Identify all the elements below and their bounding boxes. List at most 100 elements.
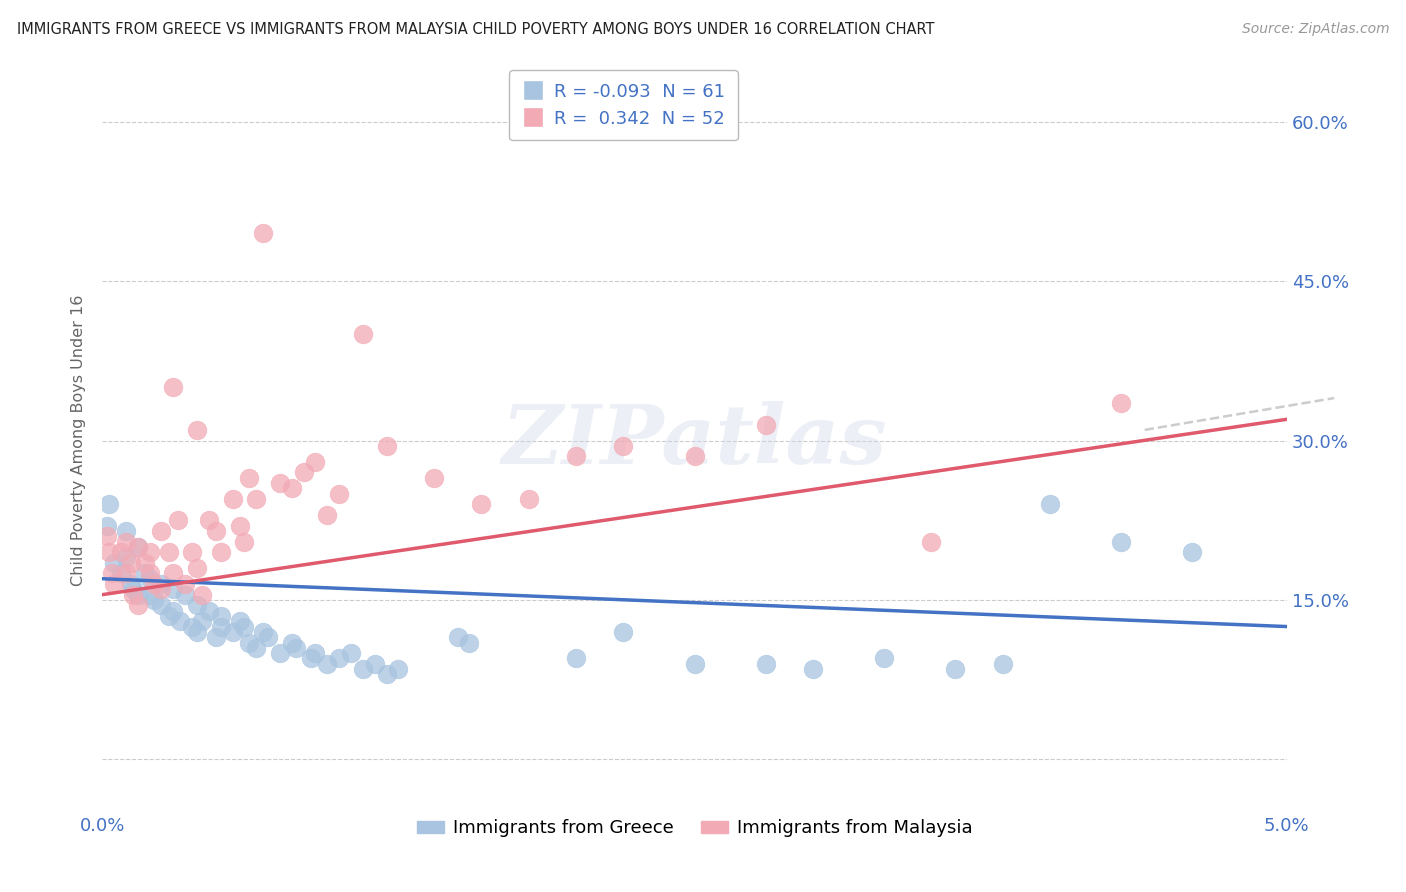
Point	[167, 513, 190, 527]
Point	[612, 439, 634, 453]
Point	[352, 327, 374, 342]
Point	[205, 630, 228, 644]
Point	[150, 582, 173, 597]
Point	[157, 545, 180, 559]
Point	[1109, 396, 1132, 410]
Point	[110, 545, 132, 559]
Point	[238, 635, 260, 649]
Point	[238, 471, 260, 485]
Point	[186, 624, 208, 639]
Point	[1181, 545, 1204, 559]
Point	[565, 450, 588, 464]
Point	[103, 556, 125, 570]
Point	[150, 524, 173, 538]
Point	[683, 450, 706, 464]
Point	[423, 471, 446, 485]
Point	[316, 508, 339, 522]
Point	[363, 657, 385, 671]
Point	[100, 566, 122, 581]
Point	[517, 491, 540, 506]
Point	[110, 566, 132, 581]
Point	[285, 640, 308, 655]
Point	[162, 566, 184, 581]
Point	[269, 476, 291, 491]
Point	[209, 545, 232, 559]
Point	[1109, 534, 1132, 549]
Point	[252, 227, 274, 241]
Point	[96, 529, 118, 543]
Point	[328, 651, 350, 665]
Point	[446, 630, 468, 644]
Legend: Immigrants from Greece, Immigrants from Malaysia: Immigrants from Greece, Immigrants from …	[409, 812, 980, 845]
Point	[304, 455, 326, 469]
Point	[150, 599, 173, 613]
Point	[143, 577, 166, 591]
Point	[205, 524, 228, 538]
Point	[122, 582, 145, 597]
Point	[120, 556, 142, 570]
Point	[228, 614, 250, 628]
Point	[162, 380, 184, 394]
Point	[115, 566, 138, 581]
Point	[157, 609, 180, 624]
Point	[103, 577, 125, 591]
Point	[873, 651, 896, 665]
Point	[269, 646, 291, 660]
Point	[565, 651, 588, 665]
Point	[375, 439, 398, 453]
Point	[233, 619, 256, 633]
Point	[304, 646, 326, 660]
Point	[209, 619, 232, 633]
Point	[801, 662, 824, 676]
Point	[181, 619, 204, 633]
Point	[122, 588, 145, 602]
Point	[186, 561, 208, 575]
Point	[991, 657, 1014, 671]
Point	[98, 497, 121, 511]
Point	[120, 577, 142, 591]
Point	[352, 662, 374, 676]
Point	[181, 545, 204, 559]
Point	[943, 662, 966, 676]
Point	[138, 566, 160, 581]
Point	[115, 550, 138, 565]
Point	[755, 657, 778, 671]
Point	[1039, 497, 1062, 511]
Point	[138, 545, 160, 559]
Point	[134, 556, 156, 570]
Text: Source: ZipAtlas.com: Source: ZipAtlas.com	[1241, 22, 1389, 37]
Point	[115, 524, 138, 538]
Point	[221, 624, 243, 639]
Point	[233, 534, 256, 549]
Point	[683, 657, 706, 671]
Point	[174, 588, 197, 602]
Point	[134, 566, 156, 581]
Text: ZIPatlas: ZIPatlas	[502, 401, 887, 481]
Point	[98, 545, 121, 559]
Point	[387, 662, 409, 676]
Point	[299, 651, 322, 665]
Point	[186, 599, 208, 613]
Point	[162, 604, 184, 618]
Point	[281, 635, 304, 649]
Point	[190, 588, 212, 602]
Point	[150, 577, 173, 591]
Point	[470, 497, 492, 511]
Point	[209, 609, 232, 624]
Point	[127, 540, 149, 554]
Point	[328, 486, 350, 500]
Point	[186, 423, 208, 437]
Point	[755, 417, 778, 432]
Point	[138, 572, 160, 586]
Point	[221, 491, 243, 506]
Point	[143, 593, 166, 607]
Point	[340, 646, 363, 660]
Point	[115, 534, 138, 549]
Point	[169, 614, 191, 628]
Text: IMMIGRANTS FROM GREECE VS IMMIGRANTS FROM MALAYSIA CHILD POVERTY AMONG BOYS UNDE: IMMIGRANTS FROM GREECE VS IMMIGRANTS FRO…	[17, 22, 935, 37]
Point	[920, 534, 942, 549]
Point	[198, 604, 221, 618]
Point	[174, 577, 197, 591]
Point	[127, 588, 149, 602]
Point	[375, 667, 398, 681]
